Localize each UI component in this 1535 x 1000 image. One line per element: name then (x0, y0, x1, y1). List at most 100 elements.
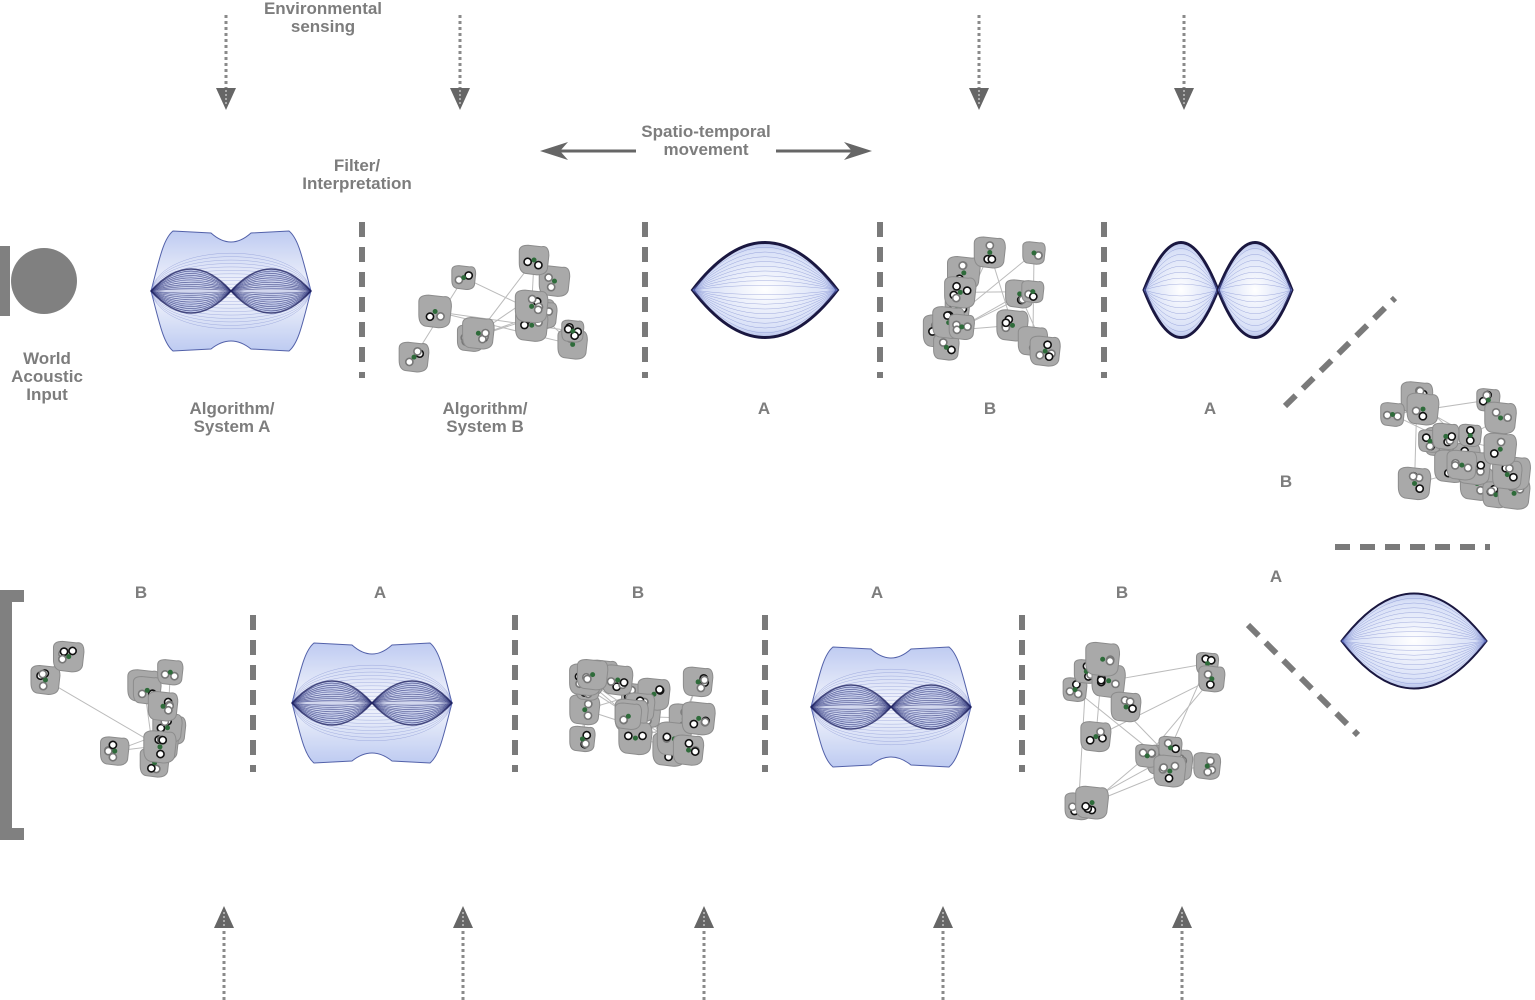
cluster-node (108, 740, 118, 750)
cluster-center-node (686, 747, 692, 753)
cluster-node (520, 320, 529, 330)
cluster-center-node (1031, 250, 1037, 256)
cluster-center-node (987, 250, 993, 256)
shape-b-top (922, 236, 1061, 367)
cluster-center-node (1030, 289, 1036, 295)
cluster-node (1073, 689, 1083, 699)
cluster-center-node (529, 322, 535, 328)
cluster-center-node (112, 748, 118, 754)
cluster-center-node (551, 278, 557, 284)
cluster-node (938, 338, 948, 347)
cluster-node (38, 669, 48, 679)
cluster-node (655, 685, 664, 694)
cluster-node (1415, 484, 1425, 494)
cluster-center-node (1459, 462, 1465, 468)
cluster-node (454, 275, 464, 285)
cluster-node (690, 747, 700, 756)
envelope-striation (291, 664, 453, 704)
cluster-node (38, 681, 48, 691)
shape-a-bottom-4 (809, 646, 973, 768)
envelope-striation (810, 703, 972, 708)
cluster-center-node (1093, 734, 1099, 740)
cluster-node (1001, 318, 1011, 328)
filter-divider-diagonal-2 (1245, 622, 1361, 738)
cluster-node (163, 705, 173, 715)
cluster-node (1205, 680, 1215, 689)
sensing-arrow-up-4 (933, 906, 953, 1000)
cluster-center-node (961, 270, 967, 276)
cluster-node (689, 719, 699, 729)
cluster-center-node (1412, 480, 1418, 486)
cluster-node (623, 731, 633, 741)
cluster-node (1096, 675, 1106, 685)
cluster-node (1128, 704, 1137, 714)
cluster-node (160, 670, 170, 679)
cluster-center-node (957, 289, 963, 295)
cluster-center-node (632, 735, 638, 741)
cluster-center-node (1089, 800, 1095, 806)
label-turn-1: B (1279, 472, 1293, 491)
cluster-center-node (1498, 415, 1504, 421)
world-acoustic-input-label: World Acoustic Input (11, 349, 83, 404)
cluster-center-node (1144, 753, 1150, 759)
cluster-node (1171, 744, 1180, 754)
inner-lobe (229, 268, 313, 314)
cluster-node (527, 294, 537, 304)
cluster-center-node (1427, 438, 1433, 444)
envelope-striation (291, 678, 453, 704)
cluster-node (951, 293, 961, 303)
envelope-striation (810, 679, 972, 708)
envelope-striation (291, 702, 453, 707)
envelope-striation (150, 266, 312, 292)
cluster-node (481, 328, 490, 338)
cluster-center-node (66, 654, 72, 660)
cluster-node (1203, 767, 1213, 777)
cluster-center-node (1420, 406, 1426, 412)
cluster-link (1095, 678, 1213, 738)
cluster-node (1482, 390, 1492, 400)
cluster-node (583, 711, 593, 721)
envelope-striation (291, 702, 453, 728)
cluster-center-node (157, 744, 163, 750)
cluster-node (1068, 802, 1077, 812)
cluster-center-node (1390, 411, 1396, 417)
label-bottom-4: A (870, 583, 884, 602)
cluster-center-node (579, 736, 585, 742)
envelope-striation (810, 668, 972, 708)
envelope-striation (810, 706, 972, 732)
envelope-striation (810, 693, 972, 708)
sensing-arrow-down-4 (1174, 15, 1194, 110)
cluster-center-node (959, 324, 965, 330)
cluster-node (1203, 669, 1213, 679)
envelope-striation (291, 702, 453, 742)
cluster-center-node (144, 687, 150, 693)
cluster-node (582, 730, 592, 740)
cluster-node (1125, 697, 1135, 707)
envelope-striation (150, 290, 312, 305)
cluster-center-node (1167, 768, 1173, 774)
cluster-node (1147, 748, 1156, 758)
cluster-node (1159, 763, 1169, 772)
cluster-node (1425, 441, 1435, 451)
cluster-center-node (1209, 676, 1215, 682)
cluster-center-node (1504, 472, 1510, 478)
cluster-node (546, 282, 556, 292)
cluster-node (962, 286, 972, 296)
cluster-center-node (1205, 661, 1211, 667)
cluster-node (137, 689, 147, 699)
cluster-node (425, 312, 435, 322)
cluster-center-node (625, 713, 631, 719)
envelope-striation (810, 706, 972, 721)
cluster-node (1035, 350, 1045, 360)
cluster-center-node (695, 679, 701, 685)
cluster-center-node (1443, 433, 1449, 439)
label-system-a: Algorithm/System A (189, 399, 275, 436)
spatio-temporal-movement-label: Spatio-temporal movement (641, 122, 771, 159)
inner-lobe (370, 680, 454, 726)
cluster-node (606, 677, 616, 686)
cluster-node (1465, 426, 1475, 435)
cluster-center-node (1017, 291, 1023, 297)
envelope-striation (291, 699, 453, 704)
cluster-node (1491, 408, 1501, 417)
